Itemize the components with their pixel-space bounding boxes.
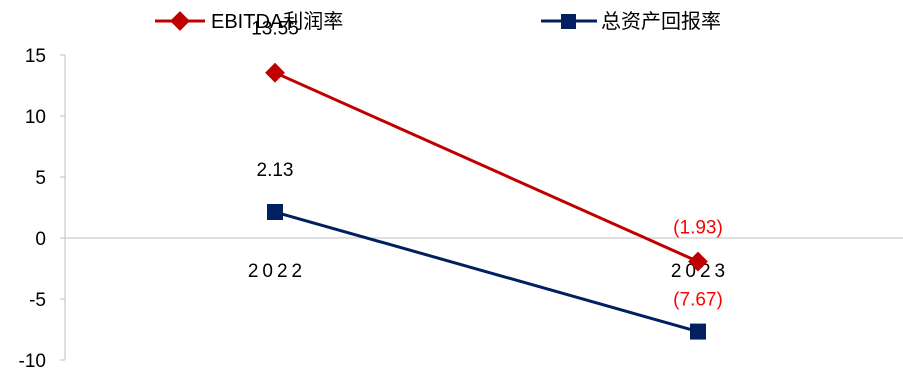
y-tick-label: 10: [25, 107, 46, 128]
data-label: 13.55: [251, 19, 299, 40]
legend-item-ebitda[interactable]: EBITDA利润率: [155, 10, 343, 33]
x-axis-categories: 2022 2023: [248, 261, 729, 282]
legend-diamond-marker-icon: [170, 11, 190, 31]
data-label: (7.67): [673, 290, 723, 311]
x-category-label: 2023: [671, 261, 729, 282]
data-label: (1.93): [673, 218, 723, 239]
data-point-diamond[interactable]: [688, 251, 708, 272]
series-lines: [274, 71, 699, 334]
legend-item-roa[interactable]: 总资产回报率: [541, 10, 721, 33]
legend: EBITDA利润率 总资产回报率: [155, 10, 721, 33]
data-point-square[interactable]: [267, 204, 283, 221]
series-line-ebitda: [274, 71, 699, 263]
legend-square-marker-icon: [561, 14, 576, 29]
data-point-square[interactable]: [690, 323, 706, 340]
y-axis-ticks: 15 10 5 0 -5 -10: [19, 46, 65, 372]
x-category-label: 2022: [248, 261, 306, 282]
series-line-roa: [274, 210, 699, 334]
legend-label-roa: 总资产回报率: [601, 10, 721, 33]
y-tick-label: 5: [35, 168, 46, 189]
y-tick-label: 0: [35, 229, 46, 250]
y-tick-label: 15: [25, 46, 46, 67]
series-markers: [265, 62, 708, 340]
data-labels: 13.55 (1.93) 2.13 (7.67): [251, 19, 723, 311]
data-label: 2.13: [257, 160, 294, 181]
y-tick-label: -5: [29, 290, 46, 311]
legend-label-ebitda: EBITDA利润率: [211, 10, 343, 33]
data-point-diamond[interactable]: [265, 62, 285, 83]
y-tick-label: -10: [19, 351, 46, 372]
